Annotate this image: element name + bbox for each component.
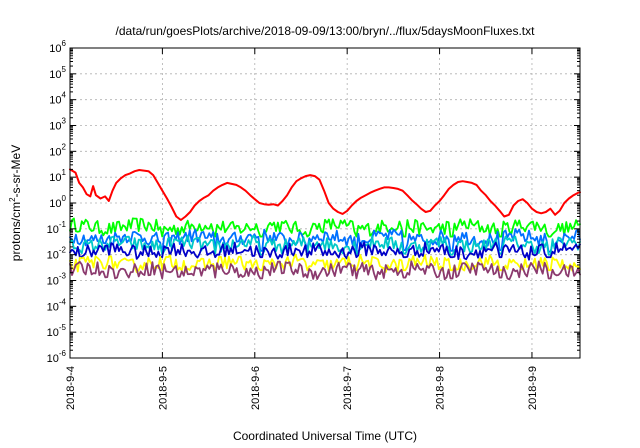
y-tick-label: 10-1 [47, 220, 67, 236]
x-axis-label: Coordinated Universal Time (UTC) [233, 429, 417, 443]
x-tick-label: 2018-9-6 [250, 366, 262, 410]
series-line [69, 234, 581, 256]
y-tick-label: 100 [49, 194, 66, 210]
y-tick-label: 10-6 [47, 349, 67, 365]
series-line [69, 260, 581, 281]
series-line [69, 168, 581, 221]
y-tick-label: 103 [49, 117, 66, 133]
y-tick-label: 102 [49, 142, 66, 158]
y-axis-label: protons/cm2-s-sr-MeV [8, 145, 23, 261]
y-tick-label: 106 [49, 39, 66, 55]
y-tick-label: 104 [49, 91, 66, 107]
axis-ticks: 10-6 10-5 10-4 10-3 10-2 10-1 100 101 102 103 104 1… [47, 39, 580, 410]
x-tick-label: 2018-9-4 [65, 366, 77, 410]
grid-lines [70, 48, 580, 358]
x-tick-label: 2018-9-9 [527, 366, 539, 410]
y-tick-label: 105 [49, 65, 66, 81]
y-tick-label: 10-4 [47, 297, 67, 313]
series-line [69, 241, 581, 261]
x-tick-label: 2018-9-7 [342, 366, 354, 410]
x-tick-label: 2018-9-8 [435, 366, 447, 410]
y-tick-label: 10-5 [47, 323, 67, 339]
y-tick-label: 10-2 [47, 246, 67, 262]
series-line [69, 253, 581, 274]
chart-title: /data/run/goesPlots/archive/2018-09-09/1… [116, 24, 536, 38]
x-tick-label: 2018-9-5 [157, 366, 169, 410]
series-line [69, 217, 581, 238]
data-series [69, 168, 581, 281]
y-tick-label: 10-3 [47, 272, 67, 288]
y-tick-label: 101 [49, 168, 66, 184]
